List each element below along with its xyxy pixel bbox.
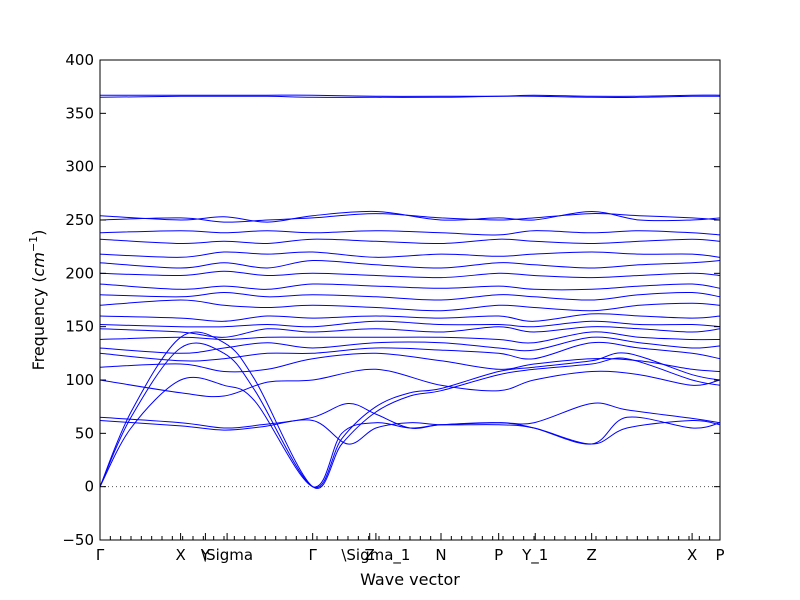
phonon-branch-5: [99, 419, 721, 445]
y-tick-label: 50: [75, 424, 94, 442]
phonon-branch-11: [99, 326, 721, 338]
plot-area: [99, 94, 721, 489]
x-tick-label: Γ: [308, 546, 317, 564]
phonon-branch-8: [99, 341, 721, 362]
y-axis-label-exponent: −1: [27, 236, 40, 252]
x-tick-label: X: [687, 546, 697, 564]
y-axis-label: Frequency (cm−1): [27, 230, 48, 371]
y-tick-label: 350: [65, 104, 94, 122]
x-tick-label: \Sigma: [201, 546, 253, 564]
y-tick-label: 400: [65, 51, 94, 69]
phonon-branch-24: [99, 95, 721, 98]
x-tick-label: Y: [200, 546, 211, 564]
y-tick-label: 100: [65, 371, 94, 389]
y-tick-label: 150: [65, 318, 94, 336]
y-tick-label: 250: [65, 211, 94, 229]
x-tick-label: Γ: [96, 546, 105, 564]
axis-ticks: [99, 59, 721, 541]
phonon-branch-17: [99, 270, 721, 279]
phonon-branch-21: [99, 230, 721, 236]
y-tick-label: −50: [62, 531, 94, 549]
x-tick-label: P: [494, 546, 503, 564]
y-axis-label-unit: cm: [29, 252, 48, 276]
y-tick-label: 300: [65, 158, 94, 176]
phonon-branch-25: [100, 94, 721, 97]
x-axis-label: Wave vector: [360, 570, 460, 589]
x-tick-label: Y_1: [521, 546, 548, 565]
phonon-branch-22: [99, 213, 721, 223]
phonon-branch-10: [99, 331, 721, 344]
phonon-branch-3: [99, 376, 721, 488]
x-tick-label: X: [175, 546, 185, 564]
phonon-branch-2: [99, 342, 721, 489]
phonon-branch-13: [99, 313, 721, 322]
phonon-branch-18: [99, 259, 721, 269]
y-axis-label-close: ): [29, 230, 48, 236]
phonon-branch-6: [99, 368, 721, 398]
phonon-branch-16: [99, 283, 721, 291]
phonon-branch-9: [99, 336, 721, 354]
x-tick-label: \Sigma_1: [341, 546, 410, 565]
phonon-branch-12: [99, 320, 721, 328]
y-tick-label: 0: [84, 478, 94, 496]
y-tick-labels: −50 0 50 100 150 200 250 300 350 400: [62, 51, 94, 549]
phonon-branch-23: [99, 210, 721, 223]
y-tick-label: 200: [65, 264, 94, 282]
x-tick-labels: Γ X Y\Sigma Γ Z\Sigma_1 N P Y_1 Z X P: [96, 546, 725, 565]
phonon-branch-4: [99, 402, 721, 429]
phonon-branch-14: [99, 299, 721, 312]
phonon-branch-19: [99, 251, 721, 258]
x-tick-label: N: [435, 546, 446, 564]
x-tick-label: P: [715, 546, 724, 564]
phonon-branch-15: [99, 291, 721, 301]
x-tick-label: Z: [365, 546, 375, 564]
x-tick-label: Z: [587, 546, 597, 564]
phonon-branch-20: [99, 238, 721, 245]
phonon-branch-7: [99, 352, 721, 373]
plot-frame: [99, 59, 721, 541]
y-axis-label-main: Frequency (: [29, 276, 48, 370]
